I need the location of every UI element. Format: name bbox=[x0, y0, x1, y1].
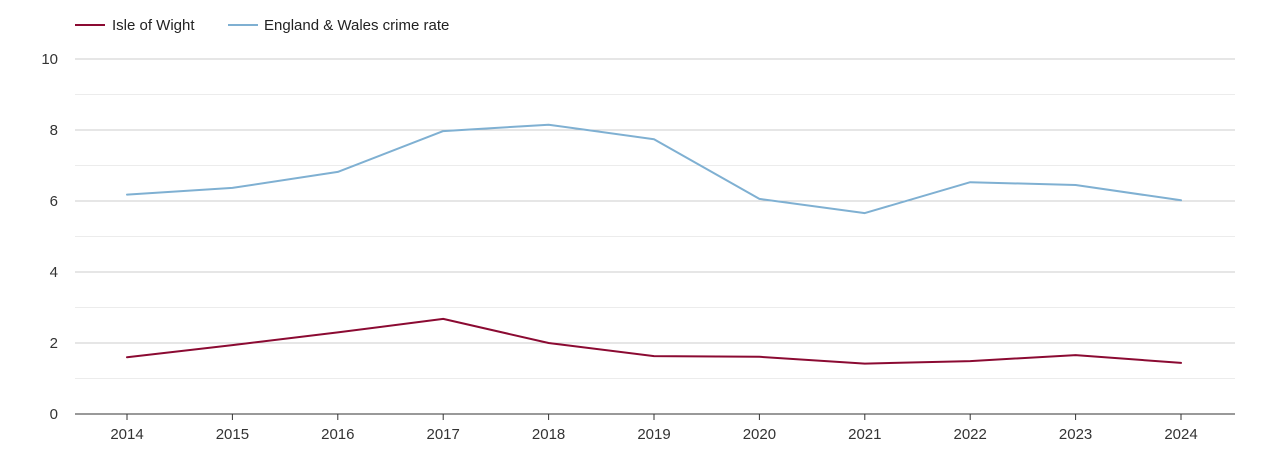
x-tick-label: 2022 bbox=[954, 426, 987, 443]
x-axis: 2014 2015 2016 2017 2018 2019 2020 2021 2022 2023… bbox=[75, 413, 1235, 443]
y-tick-label: 10 bbox=[41, 51, 58, 68]
x-tick-label: 2020 bbox=[743, 426, 776, 443]
legend: Isle of Wight England & Wales crime rate bbox=[75, 17, 449, 34]
legend-label-isle-of-wight: Isle of Wight bbox=[112, 17, 195, 34]
x-tick-label: 2024 bbox=[1164, 426, 1197, 443]
legend-item-isle-of-wight[interactable]: Isle of Wight bbox=[75, 17, 195, 34]
x-tick-label: 2018 bbox=[532, 426, 565, 443]
x-tick-label: 2015 bbox=[216, 426, 249, 443]
series-line-england-wales-crime-rate[interactable] bbox=[126, 123, 1182, 215]
x-tick-label: 2023 bbox=[1059, 426, 1092, 443]
legend-label-england-wales: England & Wales crime rate bbox=[264, 17, 449, 34]
y-tick-label: 2 bbox=[50, 335, 58, 352]
x-tick-label: 2021 bbox=[848, 426, 881, 443]
series-line-isle-of-wight[interactable] bbox=[126, 317, 1182, 365]
grid bbox=[75, 58, 1235, 379]
legend-item-england-wales[interactable]: England & Wales crime rate bbox=[228, 17, 449, 34]
y-tick-label: 6 bbox=[50, 193, 58, 210]
series-layer bbox=[126, 123, 1182, 365]
x-tick-label: 2019 bbox=[637, 426, 670, 443]
y-axis: 0 2 4 6 8 10 bbox=[41, 51, 58, 423]
y-tick-label: 8 bbox=[50, 122, 58, 139]
x-tick-label: 2017 bbox=[427, 426, 460, 443]
x-tick-label: 2014 bbox=[110, 426, 143, 443]
y-tick-label: 4 bbox=[50, 264, 58, 281]
y-tick-label: 0 bbox=[50, 406, 58, 423]
x-tick-label: 2016 bbox=[321, 426, 354, 443]
